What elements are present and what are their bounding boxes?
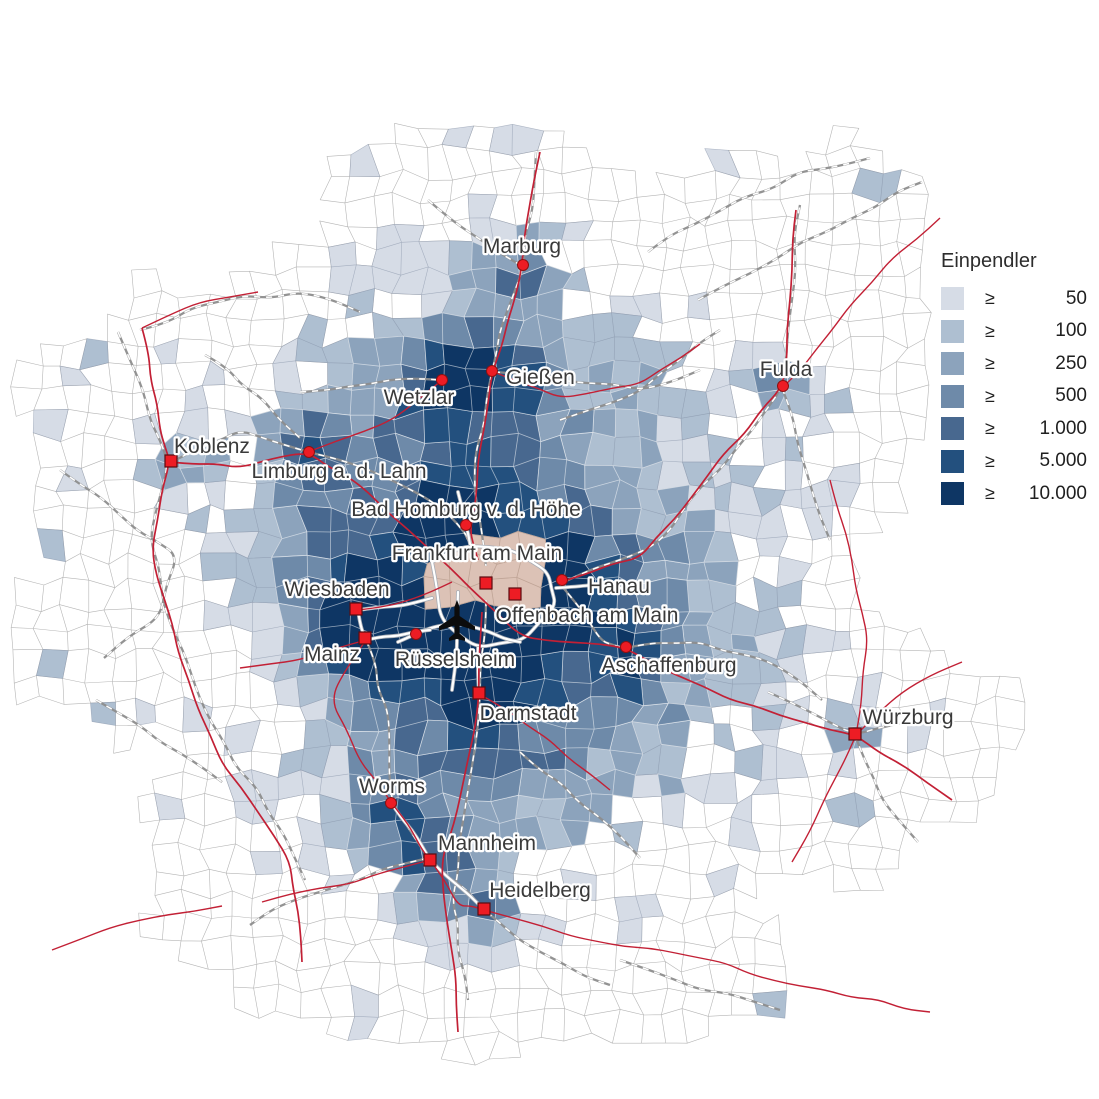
city-marker-worms [385, 797, 397, 809]
city-label-darmstadt: Darmstadt [480, 702, 577, 725]
legend-value: 250 [1055, 352, 1087, 374]
city-label-gie-en: Gießen [506, 366, 575, 389]
legend: Einpendler ≥50 ≥100 ≥250 ≥500 ≥1.000 ≥5.000 ≥1… [941, 250, 1087, 515]
legend-item-100: ≥100 [941, 319, 1087, 343]
city-label-koblenz: Koblenz [174, 435, 250, 458]
gte-symbol: ≥ [985, 483, 995, 503]
legend-value: 10.000 [1028, 482, 1087, 504]
gte-symbol: ≥ [985, 450, 995, 471]
legend-title: Einpendler [941, 250, 1037, 272]
legend-value: 500 [1055, 385, 1087, 406]
legend-swatch [941, 287, 964, 310]
legend-item-1000: ≥1.000 [941, 417, 1087, 440]
city-label-bad-homburg-v-d-h-he: Bad Homburg v. d. Höhe [351, 498, 581, 521]
city-label-limburg-a-d-lahn: Limburg a. d. Lahn [251, 460, 426, 483]
legend-swatch [941, 449, 964, 473]
city-marker-frankfurt-am-main [479, 576, 493, 590]
legend-item-50: ≥50 [941, 287, 1087, 310]
legend-item-250: ≥250 [941, 352, 1087, 375]
roads-layer [51, 151, 963, 1033]
legend-item-500: ≥500 [941, 384, 1087, 408]
legend-swatch [941, 482, 964, 505]
city-marker-darmstadt [472, 686, 486, 700]
city-marker-w-rzburg [848, 727, 862, 741]
city-marker-bad-homburg-v-d-h-he [460, 519, 472, 531]
city-marker-wiesbaden [349, 602, 363, 616]
legend-value: 5.000 [1039, 450, 1087, 471]
city-label-hanau: Hanau [588, 575, 650, 598]
legend-value: 1.000 [1039, 417, 1087, 439]
city-markers-layer [164, 259, 862, 916]
gte-symbol: ≥ [985, 385, 995, 406]
city-marker-gie-en [486, 365, 498, 377]
city-label-r-sselsheim: Rüsselsheim [395, 648, 515, 671]
legend-value: 100 [1055, 320, 1087, 341]
city-marker-heidelberg [477, 902, 491, 916]
city-marker-mannheim [423, 853, 437, 867]
legend-swatch [941, 384, 964, 408]
city-label-aschaffenburg: Aschaffenburg [601, 654, 736, 677]
legend-item-5000: ≥5.000 [941, 449, 1087, 473]
city-label-wetzlar: Wetzlar [384, 386, 455, 409]
city-marker-offenbach-am-main [508, 587, 522, 601]
city-marker-mainz [358, 631, 372, 645]
city-marker-limburg-a-d-lahn [303, 446, 315, 458]
gte-symbol: ≥ [985, 418, 995, 438]
legend-swatch [941, 417, 964, 440]
legend-value: 50 [1065, 287, 1087, 309]
gte-symbol: ≥ [985, 353, 995, 373]
airplane-icon [439, 600, 475, 641]
legend-rows: ≥50 ≥100 ≥250 ≥500 ≥1.000 ≥5.000 ≥10.000 [941, 287, 1087, 505]
city-marker-marburg [517, 259, 529, 271]
city-label-worms: Worms [359, 775, 425, 798]
city-label-marburg: Marburg [483, 235, 561, 258]
city-marker-koblenz [164, 454, 178, 468]
city-marker-wetzlar [436, 374, 448, 386]
gte-symbol: ≥ [985, 288, 995, 308]
city-label-offenbach-am-main: Offenbach am Main [496, 604, 679, 627]
city-marker-aschaffenburg [620, 641, 632, 653]
city-label-heidelberg: Heidelberg [489, 879, 591, 902]
city-label-mannheim: Mannheim [438, 832, 536, 855]
city-label-w-rzburg: Würzburg [862, 706, 953, 729]
legend-swatch [941, 352, 964, 375]
city-marker-fulda [777, 380, 789, 392]
city-label-wiesbaden: Wiesbaden [284, 578, 389, 601]
city-marker-r-sselsheim [410, 628, 422, 640]
city-label-mainz: Mainz [304, 643, 360, 666]
legend-item-10000: ≥10.000 [941, 482, 1087, 505]
city-label-frankfurt-am-main: Frankfurt am Main [392, 542, 562, 565]
city-marker-hanau [556, 574, 568, 586]
city-label-fulda: Fulda [760, 358, 813, 381]
gte-symbol: ≥ [985, 320, 995, 341]
city-labels-layer: Marburg Wetzlar Gießen Fulda KoblenzLimburg … [172, 233, 956, 905]
legend-swatch [941, 319, 964, 343]
